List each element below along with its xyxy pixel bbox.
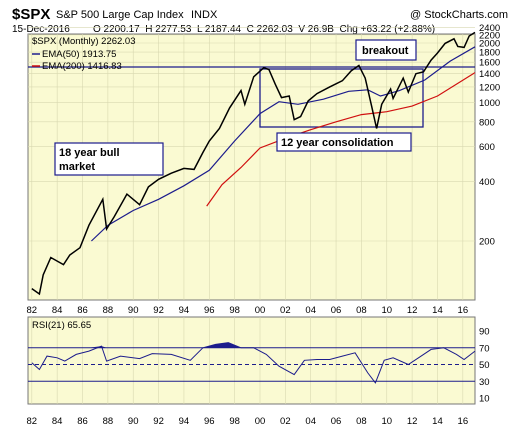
price-tick-label: 1800 bbox=[479, 48, 500, 59]
bull-market-annotation: 18 year bull market bbox=[54, 142, 164, 176]
breakout-label-box bbox=[355, 39, 417, 61]
x-tick-label-upper: 82 bbox=[27, 305, 38, 316]
price-tick-label: 200 bbox=[479, 237, 495, 248]
x-tick-label-lower: 96 bbox=[204, 416, 215, 427]
x-tick-label-upper: 90 bbox=[128, 305, 139, 316]
rsi-tick-label: 90 bbox=[479, 327, 490, 338]
x-tick-label-upper: 00 bbox=[255, 305, 266, 316]
ema50-line bbox=[90, 46, 476, 242]
legend-price: $SPX (Monthly) 2262.03 bbox=[32, 36, 136, 47]
x-tick-label-upper: 98 bbox=[229, 305, 240, 316]
x-tick-label-upper: 94 bbox=[179, 305, 190, 316]
x-tick-label-lower: 90 bbox=[128, 416, 139, 427]
x-tick-label-upper: 02 bbox=[280, 305, 291, 316]
x-tick-label-upper: 92 bbox=[153, 305, 164, 316]
x-tick-label-lower: 86 bbox=[77, 416, 88, 427]
consolidation-box bbox=[259, 68, 424, 128]
chart-exchange: INDX bbox=[191, 9, 218, 21]
price-tick-label: 1200 bbox=[479, 82, 500, 93]
breakout-label: breakout bbox=[362, 45, 409, 57]
x-tick-label-upper: 14 bbox=[432, 305, 443, 316]
x-tick-label-lower: 08 bbox=[356, 416, 367, 427]
price-tick-label: 800 bbox=[479, 117, 495, 128]
x-tick-label-upper: 86 bbox=[77, 305, 88, 316]
rsi-line bbox=[31, 342, 476, 384]
rsi-tick-label: 50 bbox=[479, 360, 490, 371]
x-tick-label-upper: 06 bbox=[331, 305, 342, 316]
x-tick-label-lower: 02 bbox=[280, 416, 291, 427]
legend-ema50: EMA(50) 1913.75 bbox=[42, 49, 116, 60]
x-tick-label-upper: 04 bbox=[305, 305, 316, 316]
x-tick-label-lower: 92 bbox=[153, 416, 164, 427]
x-tick-label-upper: 16 bbox=[458, 305, 469, 316]
x-tick-label-upper: 84 bbox=[52, 305, 63, 316]
ema200-line bbox=[206, 72, 476, 207]
x-tick-label-upper: 96 bbox=[204, 305, 215, 316]
breakout-annotation: breakout bbox=[355, 39, 417, 61]
bull-market-line2: market bbox=[59, 161, 95, 173]
x-tick-label-lower: 12 bbox=[407, 416, 418, 427]
legend: $SPX (Monthly) 2262.03 EMA(50) 1913.75 E… bbox=[32, 36, 136, 72]
x-tick-label-lower: 82 bbox=[27, 416, 38, 427]
price-tick-label: 1000 bbox=[479, 98, 500, 109]
rsi-tick-label: 30 bbox=[479, 377, 490, 388]
ohlc-readout: O 2200.17 H 2277.53 L 2187.44 C 2262.03 … bbox=[93, 24, 435, 35]
price-tick-label: 1400 bbox=[479, 69, 500, 80]
price-tick-label: 2200 bbox=[479, 30, 500, 41]
x-tick-label-lower: 14 bbox=[432, 416, 443, 427]
bull-market-box bbox=[54, 142, 164, 176]
x-tick-label-upper: 12 bbox=[407, 305, 418, 316]
bull-market-line1: 18 year bull bbox=[59, 147, 120, 159]
x-tick-label-lower: 06 bbox=[331, 416, 342, 427]
rsi-panel bbox=[27, 316, 476, 405]
spx-price-line bbox=[31, 31, 476, 296]
chart-symbol: $SPX bbox=[12, 6, 50, 23]
x-tick-label-lower: 10 bbox=[381, 416, 392, 427]
consolidation-annotation: 12 year consolidation bbox=[276, 132, 412, 152]
chart-index-name: S&P 500 Large Cap Index bbox=[56, 9, 184, 21]
x-tick-label-lower: 00 bbox=[255, 416, 266, 427]
x-tick-label-upper: 88 bbox=[103, 305, 114, 316]
chart-date: 15-Dec-2016 bbox=[12, 24, 70, 35]
price-tick-label: 600 bbox=[479, 142, 495, 153]
x-tick-label-lower: 16 bbox=[458, 416, 469, 427]
legend-ema200: EMA(200) 1416.83 bbox=[42, 61, 122, 72]
rsi-tick-label: 10 bbox=[479, 394, 490, 405]
rsi-label: RSI(21) 65.65 bbox=[32, 320, 91, 331]
x-tick-label-upper: 10 bbox=[381, 305, 392, 316]
watermark: @ StockCharts.com bbox=[410, 9, 508, 21]
x-tick-label-lower: 04 bbox=[305, 416, 316, 427]
price-tick-label: 2000 bbox=[479, 39, 500, 50]
x-tick-label-lower: 94 bbox=[179, 416, 190, 427]
x-tick-label-lower: 88 bbox=[103, 416, 114, 427]
x-tick-label-upper: 08 bbox=[356, 305, 367, 316]
price-tick-label: 2400 bbox=[479, 23, 500, 34]
consolidation-label-box bbox=[276, 132, 412, 152]
x-tick-label-lower: 84 bbox=[52, 416, 63, 427]
rsi-tick-label: 70 bbox=[479, 343, 490, 354]
price-tick-label: 1600 bbox=[479, 58, 500, 69]
consolidation-label: 12 year consolidation bbox=[281, 137, 394, 149]
x-tick-label-lower: 98 bbox=[229, 416, 240, 427]
price-tick-label: 400 bbox=[479, 177, 495, 188]
